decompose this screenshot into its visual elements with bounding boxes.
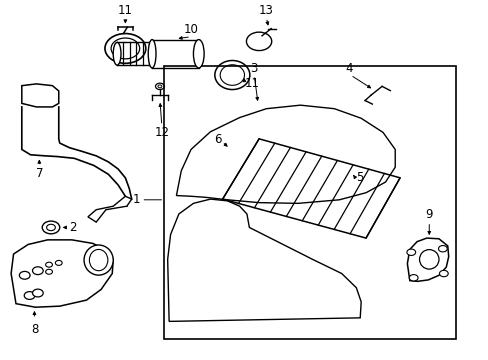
Text: 11: 11 <box>118 4 133 17</box>
Circle shape <box>45 269 52 274</box>
Circle shape <box>45 262 52 267</box>
Polygon shape <box>167 199 361 321</box>
Polygon shape <box>11 240 113 307</box>
Text: 11: 11 <box>244 77 259 90</box>
Text: 13: 13 <box>259 4 273 17</box>
Circle shape <box>32 289 43 297</box>
Circle shape <box>406 249 415 256</box>
Circle shape <box>408 275 417 281</box>
Ellipse shape <box>148 40 156 68</box>
Polygon shape <box>22 84 59 107</box>
Polygon shape <box>176 105 394 203</box>
Ellipse shape <box>193 40 203 68</box>
Text: 1: 1 <box>132 193 140 206</box>
Text: 12: 12 <box>154 126 169 139</box>
Bar <box>164 66 455 339</box>
Circle shape <box>20 271 30 279</box>
Ellipse shape <box>84 245 113 275</box>
Circle shape <box>24 292 35 300</box>
Circle shape <box>439 270 447 277</box>
Text: 9: 9 <box>425 208 432 221</box>
Text: 10: 10 <box>183 23 198 36</box>
Circle shape <box>55 260 62 265</box>
Text: 7: 7 <box>36 167 43 180</box>
Ellipse shape <box>113 42 121 65</box>
Polygon shape <box>407 238 448 281</box>
Circle shape <box>32 267 43 275</box>
Text: 2: 2 <box>69 221 77 234</box>
Text: 3: 3 <box>250 62 257 75</box>
Text: 8: 8 <box>31 323 38 336</box>
Text: 5: 5 <box>356 171 363 184</box>
Text: 4: 4 <box>345 62 352 75</box>
Text: 6: 6 <box>214 133 221 146</box>
Circle shape <box>438 246 447 252</box>
Polygon shape <box>88 196 131 222</box>
